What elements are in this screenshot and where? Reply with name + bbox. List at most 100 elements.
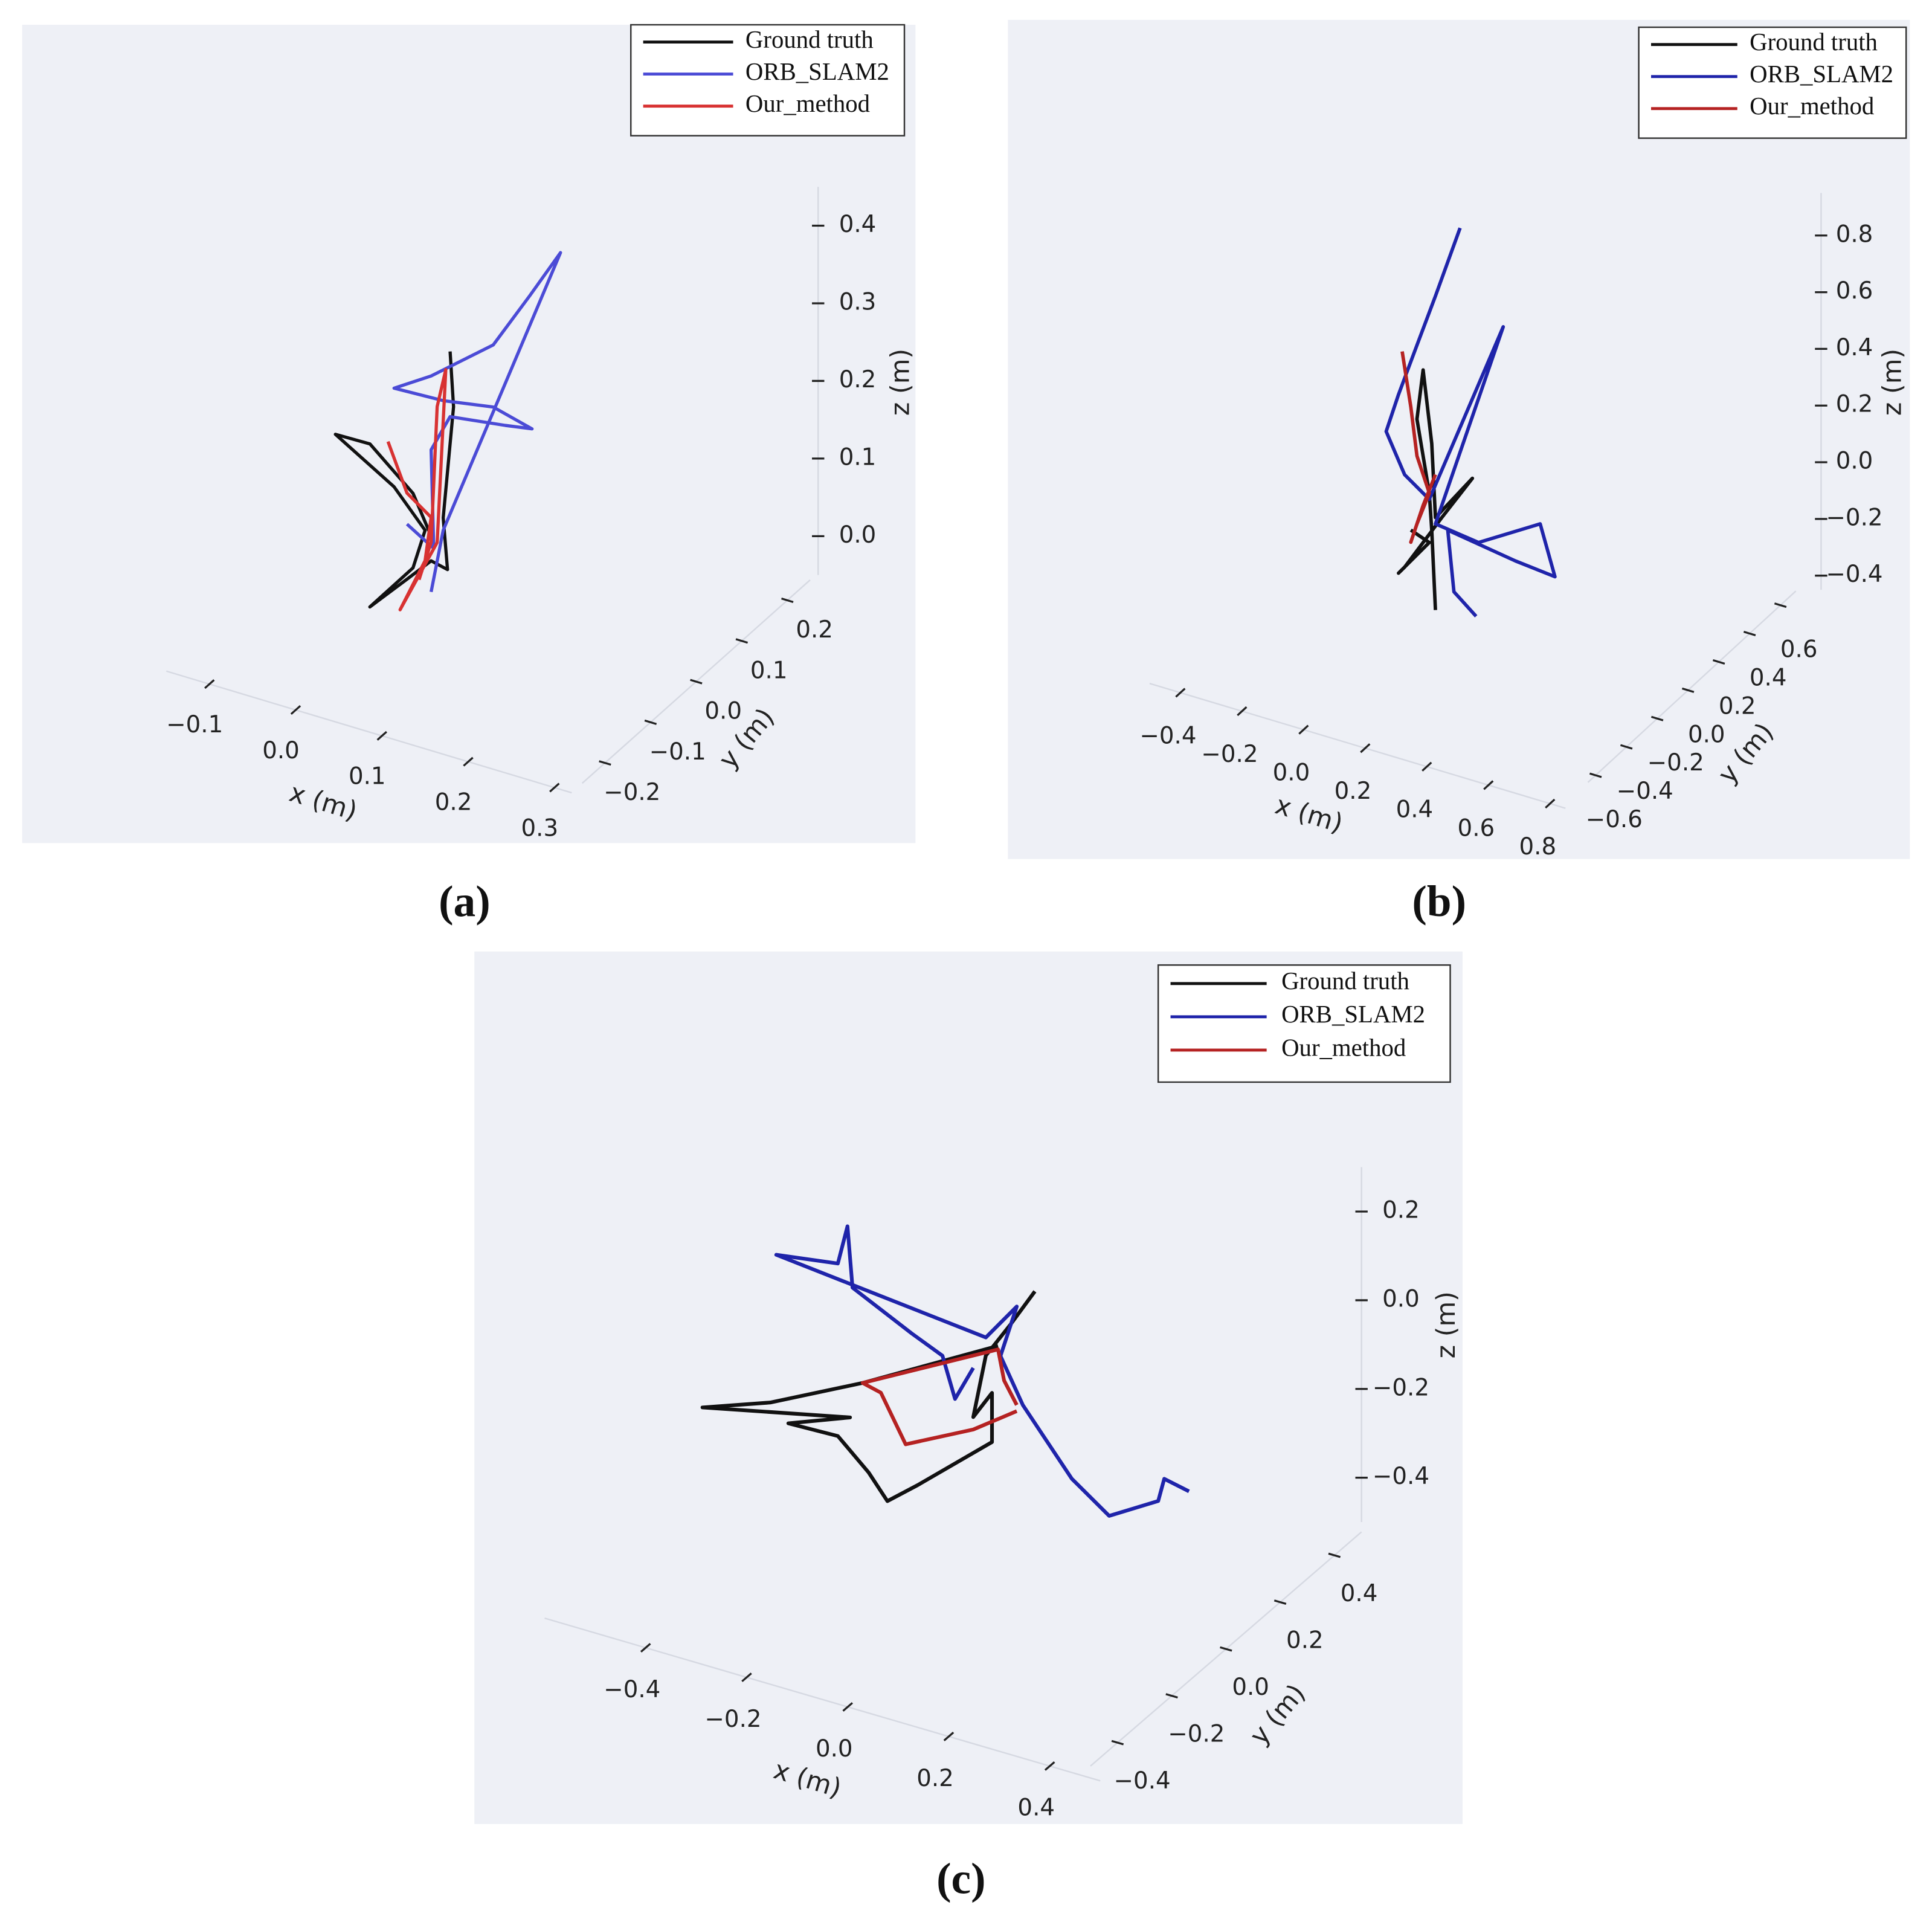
- y-tick-mark: [599, 760, 611, 766]
- y-tick-mark: [1220, 1646, 1232, 1652]
- z-tick-label: 0.2: [1382, 1197, 1420, 1224]
- legend-label: ORB_SLAM2: [745, 58, 889, 85]
- legend-label: Ground truth: [745, 26, 874, 53]
- z-tick-label: −0.4: [1373, 1463, 1429, 1490]
- legend-label: Our_method: [1281, 1034, 1406, 1061]
- legend-label: Our_method: [745, 90, 870, 117]
- x-tick-label: 0.3: [521, 814, 558, 842]
- x-tick-label: 0.2: [1335, 778, 1372, 805]
- y-tick-label: −0.4: [1114, 1767, 1171, 1795]
- x-tick-mark: [1422, 761, 1432, 772]
- y-tick-label: −0.2: [1168, 1720, 1225, 1747]
- z-tick-label: 0.2: [1836, 391, 1873, 418]
- x-tick-label: 0.0: [262, 737, 300, 764]
- x-tick-mark: [290, 705, 301, 715]
- y-tick-mark: [1620, 744, 1633, 750]
- x-tick-mark: [842, 1702, 853, 1712]
- x-axis-edge: [166, 670, 572, 794]
- x-tick-mark: [549, 782, 560, 793]
- x-tick-mark: [1360, 743, 1371, 753]
- y-tick-label: 0.0: [704, 698, 742, 725]
- legend-label: Ground truth: [1750, 28, 1878, 56]
- x-tick-mark: [741, 1672, 752, 1682]
- x-tick-label: −0.1: [166, 711, 223, 738]
- z-tick-label: −0.2: [1826, 504, 1882, 531]
- z-tick-label: 0.0: [1382, 1285, 1420, 1312]
- x-tick-mark: [1175, 688, 1186, 698]
- x-tick-label: −0.2: [1201, 741, 1258, 768]
- z-tick-label: 0.2: [839, 366, 877, 393]
- x-tick-label: −0.4: [604, 1676, 660, 1703]
- y-tick-mark: [735, 638, 749, 644]
- x-tick-label: 0.4: [1396, 796, 1434, 824]
- x-tick-label: −0.4: [1139, 722, 1196, 749]
- legend-label: ORB_SLAM2: [1281, 1001, 1425, 1028]
- y-tick-label: 0.1: [750, 657, 788, 684]
- panel-label: (c): [936, 1854, 985, 1903]
- y-tick-mark: [1111, 1740, 1124, 1746]
- trajectory: [1400, 351, 1437, 544]
- y-tick-label: 0.0: [1688, 721, 1725, 748]
- y-tick-mark: [1681, 687, 1695, 693]
- z-tick-label: 0.4: [1836, 334, 1873, 361]
- y-tick-mark: [1712, 659, 1725, 665]
- x-tick-mark: [1483, 780, 1494, 790]
- x-tick-label: 0.4: [1017, 1795, 1055, 1822]
- y-tick-mark: [1589, 772, 1602, 778]
- x-tick-mark: [1237, 706, 1248, 717]
- x-tick-mark: [376, 731, 387, 741]
- x-tick-label: 0.0: [1273, 760, 1310, 787]
- y-tick-label: 0.6: [1780, 636, 1818, 663]
- x-tick-label: 0.2: [916, 1765, 954, 1792]
- z-tick-label: 0.6: [1836, 277, 1873, 305]
- y-tick-mark: [1328, 1552, 1341, 1558]
- x-axis-edge: [1149, 682, 1566, 809]
- x-tick-label: 0.8: [1519, 833, 1557, 860]
- legend-label: ORB_SLAM2: [1750, 60, 1893, 88]
- x-axis-edge: [544, 1617, 1101, 1782]
- y-tick-label: 0.2: [796, 616, 833, 643]
- x-tick-label: 0.6: [1458, 814, 1495, 842]
- panel-label: (a): [439, 877, 491, 926]
- plot-background: [1008, 19, 1910, 859]
- legend-label: Ground truth: [1281, 967, 1409, 995]
- x-tick-mark: [1545, 798, 1556, 809]
- z-axis-label: z (m): [1877, 349, 1907, 416]
- plot-background: [474, 951, 1463, 1824]
- y-tick-label: −0.2: [604, 779, 660, 806]
- y-tick-mark: [781, 597, 794, 603]
- z-tick-label: 0.8: [1836, 221, 1873, 248]
- y-tick-mark: [1650, 715, 1664, 721]
- legend-label: Our_method: [1750, 92, 1874, 120]
- x-tick-label: 0.0: [816, 1735, 853, 1763]
- y-tick-label: 0.4: [1341, 1580, 1378, 1607]
- z-tick-label: 0.1: [839, 443, 877, 471]
- x-tick-label: 0.2: [435, 789, 472, 816]
- z-axis-label: z (m): [885, 349, 915, 416]
- y-tick-label: 0.2: [1719, 692, 1756, 720]
- z-tick-label: −0.4: [1826, 561, 1882, 588]
- panel-label: (b): [1412, 877, 1466, 926]
- x-tick-label: 0.1: [349, 763, 386, 790]
- y-tick-mark: [690, 679, 703, 685]
- y-tick-mark: [1743, 631, 1756, 637]
- y-tick-mark: [644, 719, 657, 725]
- y-tick-label: −0.6: [1586, 806, 1643, 833]
- y-tick-label: −0.2: [1647, 749, 1704, 776]
- trajectory: [386, 368, 448, 611]
- z-tick-label: 0.0: [1836, 448, 1873, 475]
- y-tick-label: 0.4: [1750, 665, 1787, 692]
- y-axis-edge: [1587, 590, 1797, 783]
- x-tick-label: −0.2: [704, 1706, 761, 1733]
- z-tick-label: −0.2: [1373, 1374, 1429, 1401]
- x-tick-mark: [640, 1643, 651, 1653]
- x-tick-mark: [204, 679, 215, 689]
- z-tick-label: 0.4: [839, 211, 877, 238]
- trajectory: [860, 1347, 1019, 1447]
- plot-background: [22, 25, 916, 843]
- z-tick-label: 0.0: [839, 521, 877, 549]
- y-tick-mark: [1274, 1599, 1287, 1605]
- x-tick-mark: [943, 1732, 955, 1741]
